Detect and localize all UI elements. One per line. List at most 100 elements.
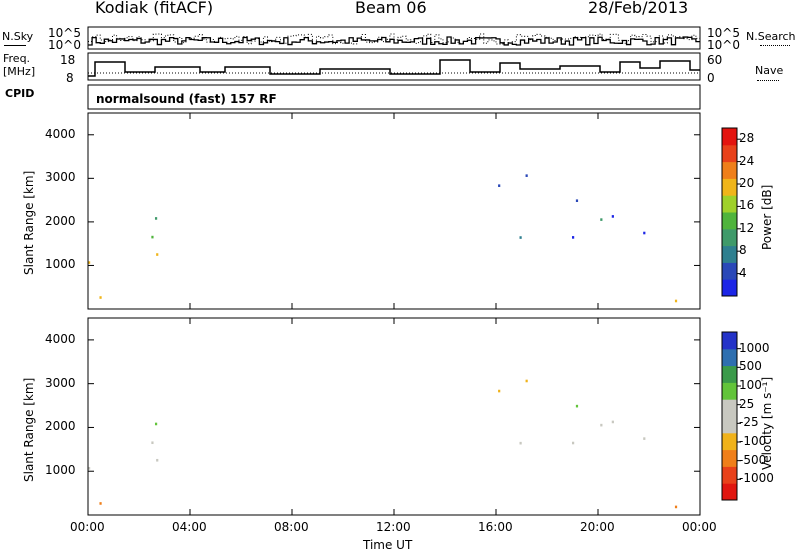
data-cell	[525, 174, 528, 177]
power-colorbar-tick: 8	[739, 243, 747, 258]
velocity-colorbar-tick: 25	[739, 396, 755, 411]
data-cell	[88, 261, 91, 264]
power-colorbar-tick: 28	[739, 131, 755, 146]
colorbar-cell	[722, 399, 737, 417]
data-cell	[611, 215, 614, 218]
colorbar-cell	[722, 279, 737, 297]
freq-panel-frame	[87, 52, 701, 81]
y-tick-label: 1000	[45, 463, 76, 478]
data-cell	[575, 404, 579, 408]
data-cell	[154, 422, 158, 426]
velocity-colorbar-tick: -1000	[739, 471, 774, 486]
colorbar-cell	[722, 449, 737, 467]
colorbar-cell	[722, 432, 737, 451]
data-cell	[151, 235, 154, 239]
nave-tick-bottom: 0	[707, 71, 715, 85]
colorbar-cell	[722, 212, 737, 230]
colorbar-cell	[722, 262, 737, 280]
colorbar-frame	[721, 127, 738, 297]
freq-tick-top: 18	[60, 53, 76, 67]
colorbar-cell	[722, 128, 737, 146]
power-panel-frame	[87, 112, 701, 310]
freq-label: Freq.	[3, 52, 31, 65]
power-colorbar-tick: 20	[739, 176, 755, 190]
velocity-colorbar-tick: -100	[739, 434, 767, 448]
power-colorbar-tick: 16	[739, 198, 755, 213]
power-colorbar-tick: 4	[739, 265, 747, 280]
data-cell	[600, 218, 603, 221]
data-cell	[519, 441, 522, 445]
colorbar-cell	[722, 228, 737, 247]
nsky-label: N.Sky	[2, 30, 34, 43]
data-cell	[643, 437, 646, 440]
nsearch-tick-top: 10^5	[707, 26, 740, 40]
station-title: Kodiak (fitACF)	[95, 0, 214, 17]
cpid-text: normalsound (fast) 157 RF	[96, 92, 277, 106]
power-colorbar-label: Power [dB]	[760, 184, 774, 250]
colorbar-cell	[722, 161, 737, 179]
data-cell	[674, 299, 678, 303]
colorbar-cell	[722, 245, 737, 263]
y-tick-label: 4000	[45, 126, 76, 141]
power-colorbar-tick: 24	[739, 153, 755, 168]
y-tick-label: 4000	[45, 331, 76, 346]
data-cell	[519, 236, 522, 239]
x-tick-label: 16:00	[478, 520, 513, 534]
x-tick-label: 00:00	[682, 520, 717, 534]
beam-title: Beam 06	[355, 0, 427, 17]
data-cell	[611, 420, 614, 424]
freq-tick-bottom: 8	[66, 71, 74, 85]
velocity-colorbar-tick: 100	[739, 378, 762, 392]
data-cell	[600, 423, 603, 427]
x-tick-label: 00:00	[70, 520, 105, 534]
velocity-panel-frame	[87, 317, 701, 516]
nave-legend-line	[757, 80, 779, 81]
velocity-colorbar-tick: 500	[739, 359, 762, 374]
data-cell	[88, 467, 91, 470]
nsky-tick-top: 10^5	[48, 26, 81, 40]
x-tick-label: 20:00	[580, 520, 615, 534]
colorbar-cell	[722, 332, 737, 350]
y-tick-label: 2000	[45, 213, 76, 228]
nsky-tick-bottom: 10^0	[48, 38, 81, 52]
nsky-line	[88, 36, 700, 46]
colorbar-cell	[722, 466, 737, 484]
y-tick-label: 3000	[45, 375, 76, 390]
colorbar-frame	[721, 331, 738, 501]
data-cell	[674, 505, 678, 509]
data-cell	[571, 441, 575, 445]
colorbar-cell	[722, 195, 737, 213]
data-cell	[156, 253, 159, 256]
x-tick-label: 04:00	[172, 520, 207, 534]
colorbar-cell	[722, 365, 737, 383]
data-cell	[498, 184, 501, 187]
freq-line	[88, 59, 700, 77]
date-title: 28/Feb/2013	[588, 0, 689, 17]
data-cell	[99, 296, 102, 299]
velocity-colorbar-tick: 1000	[739, 340, 770, 355]
data-cell	[154, 217, 158, 220]
colorbar-cell	[722, 416, 737, 434]
data-cell	[525, 379, 528, 383]
x-tick-label: 08:00	[274, 520, 309, 534]
colorbar-cell	[722, 144, 737, 163]
xaxis-label: Time UT	[363, 538, 413, 552]
velocity-ylabel: Slant Range [km]	[22, 377, 36, 482]
data-cell	[156, 458, 159, 462]
colorbar-cell	[722, 382, 737, 400]
x-tick-label: 12:00	[376, 520, 411, 534]
freq-unit-label: [MHz]	[3, 65, 36, 78]
nave-label: Nave	[755, 64, 784, 77]
nsearch-legend-line	[760, 45, 790, 46]
power-colorbar-tick: 12	[739, 220, 755, 235]
y-tick-label: 1000	[45, 257, 76, 272]
y-tick-label: 2000	[45, 419, 76, 434]
nave-tick-top: 60	[707, 53, 723, 67]
cpid-label: CPID	[5, 87, 35, 100]
colorbar-cell	[722, 178, 737, 196]
nsky-legend-line	[4, 45, 26, 46]
data-cell	[571, 236, 575, 239]
y-tick-label: 3000	[45, 170, 76, 185]
data-cell	[643, 231, 646, 235]
nsearch-tick-bottom: 10^0	[707, 38, 740, 52]
